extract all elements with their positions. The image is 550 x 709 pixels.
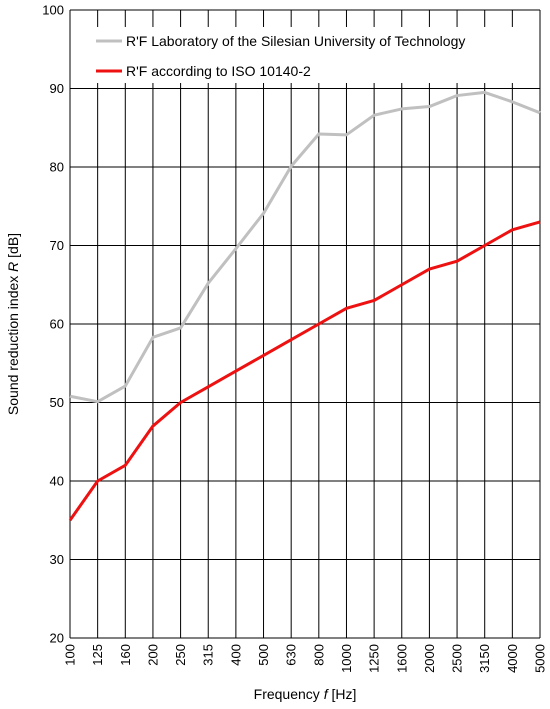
x-tick-label: 4000 bbox=[505, 644, 520, 673]
series-lines bbox=[68, 90, 541, 522]
x-tick-label: 1000 bbox=[339, 644, 354, 673]
y-tick-label: 50 bbox=[50, 395, 64, 410]
x-tick-label: 400 bbox=[228, 644, 243, 666]
x-axis-tick-labels: 100 125 160 200 250 315 400 500 630 800 1000 1250 16… bbox=[63, 644, 548, 673]
series-line-lab bbox=[69, 90, 541, 404]
x-tick-label: 2500 bbox=[450, 644, 465, 673]
x-tick-label: 5000 bbox=[533, 644, 548, 673]
y-tick-label: 20 bbox=[50, 631, 64, 646]
y-tick-label: 40 bbox=[50, 474, 64, 489]
y-axis-title-symbol: R bbox=[5, 262, 21, 272]
x-tick-label: 800 bbox=[311, 644, 326, 666]
y-tick-label: 30 bbox=[50, 552, 64, 567]
y-axis-title: Sound reduction index R [dB] bbox=[5, 233, 21, 415]
x-axis-title-prefix: Frequency bbox=[254, 686, 324, 702]
legend-background bbox=[88, 27, 518, 83]
x-axis-title: Frequency f [Hz] bbox=[254, 686, 357, 702]
x-tick-label: 250 bbox=[173, 644, 188, 666]
x-tick-label: 630 bbox=[284, 644, 299, 666]
x-axis-title-symbol: f bbox=[324, 686, 330, 702]
legend-label-lab: R'F Laboratory of the Silesian Universit… bbox=[126, 33, 465, 49]
x-tick-label: 500 bbox=[256, 644, 271, 666]
y-tick-label: 80 bbox=[50, 160, 64, 175]
x-tick-label: 3150 bbox=[477, 644, 492, 673]
x-tick-label: 125 bbox=[90, 644, 105, 666]
y-tick-label: 90 bbox=[50, 81, 64, 96]
x-tick-label: 2000 bbox=[422, 644, 437, 673]
legend-label-iso: R'F according to ISO 10140-2 bbox=[126, 63, 311, 79]
y-tick-label: 100 bbox=[42, 3, 64, 18]
x-tick-label: 160 bbox=[118, 644, 133, 666]
series-line-iso bbox=[68, 220, 541, 522]
x-axis-title-unit: [Hz] bbox=[328, 686, 357, 702]
y-tick-label: 60 bbox=[50, 317, 64, 332]
x-tick-label: 100 bbox=[63, 644, 78, 666]
legend: R'F Laboratory of the Silesian Universit… bbox=[88, 27, 518, 83]
x-tick-label: 315 bbox=[201, 644, 216, 666]
y-axis-tick-labels: 20 30 40 50 60 70 80 90 100 bbox=[42, 3, 64, 646]
y-axis-title-prefix: Sound reduction index bbox=[5, 272, 21, 415]
x-tick-label: 200 bbox=[145, 644, 160, 666]
x-tick-label: 1250 bbox=[367, 644, 382, 673]
y-tick-label: 70 bbox=[50, 238, 64, 253]
y-axis-title-unit: [dB] bbox=[5, 233, 21, 262]
x-tick-label: 1600 bbox=[394, 644, 409, 673]
